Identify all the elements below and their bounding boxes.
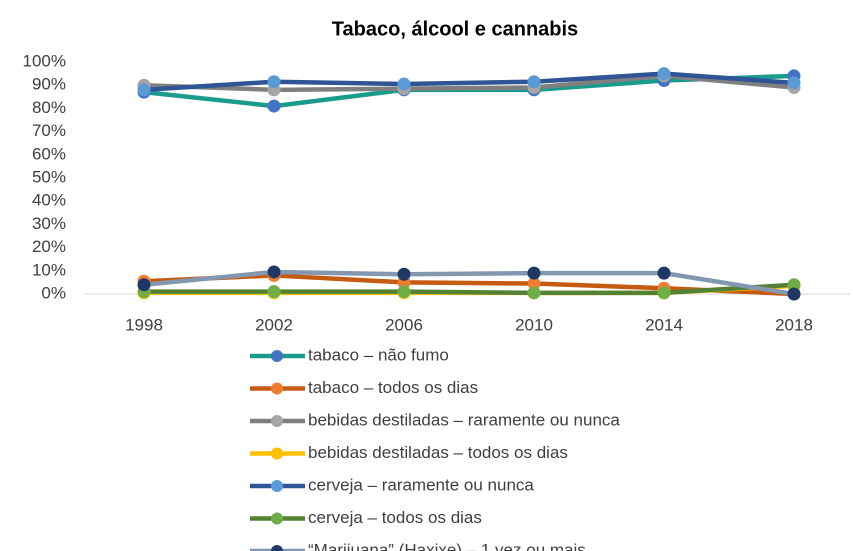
series-marker — [787, 287, 801, 301]
series-marker — [787, 76, 801, 90]
series-marker — [267, 75, 281, 89]
y-tick-label: 0% — [41, 283, 66, 302]
legend-label: tabaco – todos os dias — [308, 378, 478, 397]
series-marker — [657, 286, 671, 300]
legend-marker — [271, 480, 283, 492]
y-tick-label: 70% — [32, 121, 66, 140]
y-tick-label: 20% — [32, 237, 66, 256]
x-tick-label: 2006 — [385, 315, 423, 334]
x-tick-label: 2018 — [775, 315, 813, 334]
y-tick-label: 50% — [32, 167, 66, 186]
x-tick-label: 2010 — [515, 315, 553, 334]
legend-label: cerveja – todos os dias — [308, 508, 482, 527]
y-tick-label: 80% — [32, 98, 66, 117]
series-marker — [397, 77, 411, 91]
series-line — [143, 73, 795, 93]
series-marker — [527, 277, 541, 291]
series-line — [143, 273, 795, 297]
legend-marker — [271, 447, 283, 460]
series-marker — [267, 265, 281, 279]
legend-marker — [271, 382, 283, 395]
series-marker — [527, 75, 541, 89]
legend-marker — [271, 350, 283, 362]
series-marker — [527, 266, 541, 280]
series-marker — [137, 278, 151, 292]
legend-marker — [271, 512, 283, 525]
legend-marker — [271, 415, 283, 427]
legend-label: “Marijuana” (Haxixe) – 1 vez ou mais — [308, 540, 586, 551]
series-marker — [397, 285, 411, 299]
series-marker — [527, 286, 541, 300]
series-line — [143, 269, 795, 297]
series-marker — [397, 267, 411, 281]
y-tick-label: 10% — [32, 260, 66, 279]
y-tick-label: 100% — [23, 51, 66, 70]
legend-label: bebidas destiladas – todos os dias — [308, 443, 568, 462]
chart-title: Tabaco, álcool e cannabis — [332, 18, 578, 40]
series-marker — [657, 67, 671, 81]
legend-label: cerveja – raramente ou nunca — [308, 475, 534, 494]
series-marker — [267, 99, 281, 113]
x-tick-label: 2002 — [255, 315, 293, 334]
legend-label: tabaco – não fumo — [308, 345, 449, 364]
y-tick-label: 60% — [32, 144, 66, 163]
series-line — [144, 282, 795, 296]
series-marker — [137, 83, 151, 97]
series-marker — [657, 266, 671, 280]
x-tick-label: 2014 — [645, 315, 683, 334]
y-tick-label: 40% — [32, 191, 66, 210]
x-tick-label: 1998 — [125, 315, 163, 334]
y-tick-label: 30% — [32, 214, 66, 233]
series-marker — [787, 278, 801, 292]
y-tick-label: 90% — [32, 75, 66, 94]
series-marker — [267, 285, 281, 299]
legend-label: bebidas destiladas – raramente ou nunca — [308, 410, 620, 429]
series-line — [143, 71, 795, 93]
legend-marker — [271, 545, 283, 551]
